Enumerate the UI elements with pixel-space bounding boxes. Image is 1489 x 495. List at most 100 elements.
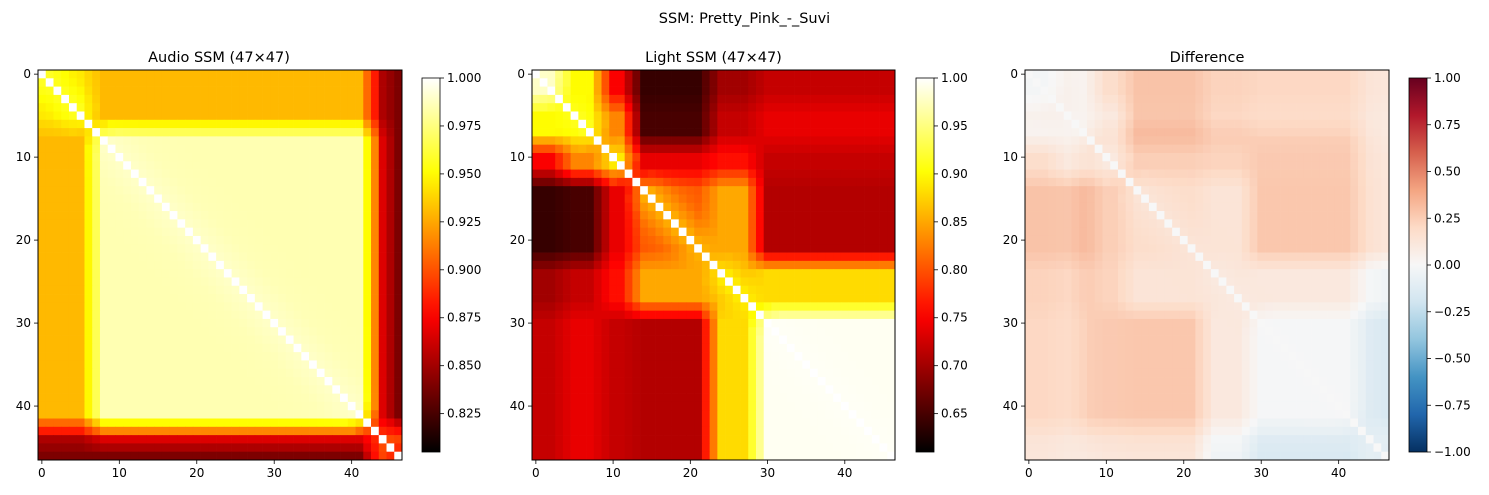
heatmap-cell [848, 385, 857, 394]
heatmap-cell [616, 368, 626, 378]
heatmap-cell [1117, 128, 1127, 137]
heatmap-cell [378, 401, 387, 411]
heatmap-cell [763, 426, 772, 436]
heatmap-cell [1164, 136, 1173, 146]
heatmap-cell [609, 360, 618, 370]
heatmap-cell [840, 368, 850, 378]
heatmap-cell [123, 144, 132, 154]
heatmap-cell [794, 128, 803, 137]
heatmap-cell [593, 443, 602, 453]
heatmap-cell [138, 310, 147, 320]
heatmap-cell [686, 335, 695, 345]
heatmap-cell [879, 352, 888, 361]
heatmap-cell [340, 285, 349, 295]
heatmap-cell [239, 451, 248, 461]
heatmap-cell [1288, 94, 1297, 104]
heatmap-cell [663, 119, 672, 129]
heatmap-cell [779, 94, 788, 104]
heatmap-cell [1234, 111, 1243, 121]
heatmap-cell [363, 385, 372, 394]
heatmap-cell [601, 451, 610, 461]
heatmap-cell [293, 269, 302, 278]
heatmap-cell [879, 368, 888, 378]
heatmap-cell [586, 111, 595, 121]
heatmap-cell [363, 260, 372, 270]
heatmap-cell [278, 161, 287, 170]
heatmap-cell [1032, 144, 1041, 154]
heatmap-cell [1265, 119, 1274, 129]
heatmap-cell [701, 426, 710, 436]
heatmap-cell [586, 78, 595, 87]
heatmap-cell [115, 393, 124, 403]
heatmap-cell [107, 244, 116, 253]
heatmap-cell [378, 410, 387, 419]
heatmap-cell [879, 128, 888, 137]
heatmap-cell [840, 94, 850, 104]
heatmap-cell [871, 235, 880, 245]
heatmap-cell [324, 252, 333, 262]
heatmap-cell [61, 435, 70, 444]
heatmap-cell [864, 377, 873, 386]
heatmap-cell [871, 360, 880, 370]
heatmap-cell [216, 252, 225, 262]
heatmap-cell [709, 443, 718, 453]
heatmap-cell [694, 194, 703, 204]
heatmap-cell [609, 144, 618, 154]
heatmap-cell [532, 277, 541, 287]
heatmap-cell [802, 426, 811, 436]
heatmap-cell [231, 318, 240, 328]
heatmap-cell [562, 202, 571, 212]
heatmap-cell [1179, 136, 1188, 146]
heatmap-cell [285, 269, 294, 278]
heatmap-cell [887, 310, 896, 320]
heatmap-cell [686, 219, 695, 229]
heatmap-cell [130, 111, 140, 121]
heatmap-cell [678, 211, 687, 220]
heatmap-cell [1288, 128, 1297, 137]
heatmap-cell [562, 260, 571, 270]
heatmap-cell [647, 144, 656, 154]
heatmap-cell [316, 294, 325, 303]
heatmap-cell [247, 368, 256, 378]
heatmap-cell [763, 235, 772, 245]
heatmap-cell [123, 136, 132, 146]
heatmap-cell [678, 360, 687, 370]
heatmap-cell [740, 302, 749, 311]
heatmap-cell [578, 269, 587, 278]
heatmap-cell [856, 103, 865, 112]
heatmap-cell [254, 227, 263, 237]
heatmap-cell [68, 111, 78, 121]
heatmap-cell [84, 269, 93, 278]
heatmap-cell [324, 277, 333, 287]
heatmap-cell [624, 70, 633, 79]
heatmap-cell [200, 103, 209, 112]
heatmap-cell [825, 343, 834, 353]
heatmap-cell [663, 318, 672, 328]
heatmap-cell [1280, 94, 1289, 104]
heatmap-cell [45, 128, 54, 137]
heatmap-cell [130, 410, 140, 419]
heatmap-cell [1210, 136, 1219, 146]
heatmap-cell [532, 285, 541, 295]
heatmap-cell [833, 111, 842, 121]
heatmap-cell [61, 119, 70, 129]
heatmap-cell [347, 169, 356, 179]
heatmap-cell [371, 219, 380, 229]
heatmap-cell [53, 161, 62, 170]
heatmap-cell [1203, 103, 1212, 112]
heatmap-cell [293, 318, 302, 328]
heatmap-cell [76, 136, 85, 146]
heatmap-cell [247, 393, 256, 403]
heatmap-cell [309, 169, 318, 179]
heatmap-cell [833, 360, 842, 370]
heatmap-cell [324, 443, 333, 453]
heatmap-cell [833, 128, 842, 137]
heatmap-cell [671, 260, 680, 270]
heatmap-cell [1350, 70, 1359, 79]
heatmap-cell [216, 318, 225, 328]
heatmap-cell [1296, 70, 1305, 79]
heatmap-cell [92, 136, 101, 146]
heatmap-cell [1125, 78, 1134, 87]
heatmap-cell [532, 161, 541, 170]
heatmap-cell [732, 310, 741, 320]
